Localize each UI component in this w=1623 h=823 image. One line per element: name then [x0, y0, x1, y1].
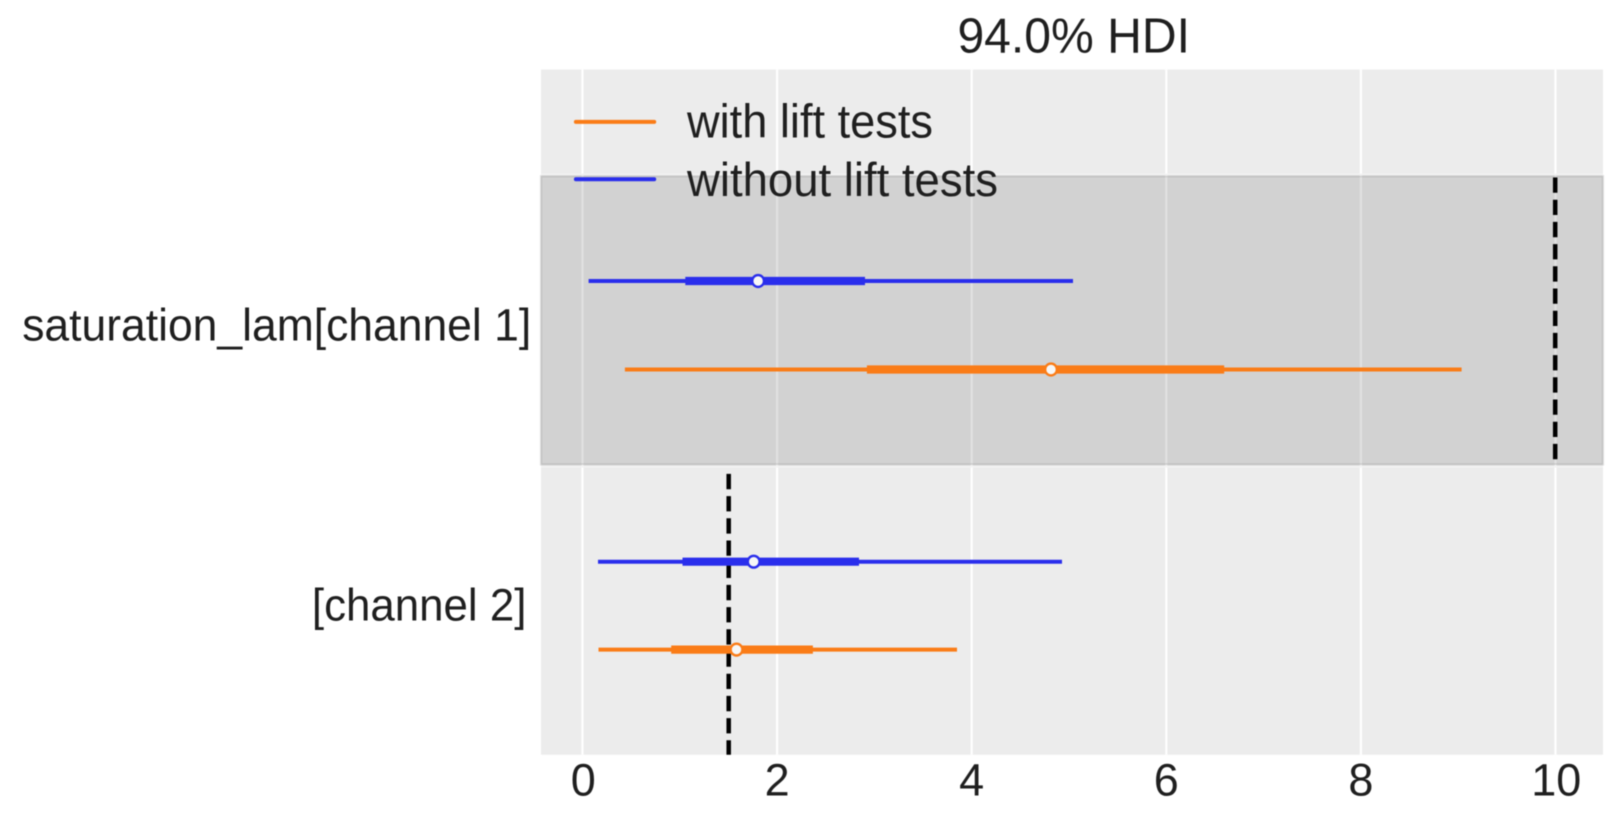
svg-text:10: 10 — [1531, 755, 1581, 806]
svg-text:6: 6 — [1154, 755, 1179, 806]
svg-text:[channel 2]: [channel 2] — [312, 580, 527, 631]
svg-text:4: 4 — [959, 755, 984, 806]
svg-text:without lift tests: without lift tests — [686, 153, 998, 206]
svg-text:saturation_lam[channel 1]: saturation_lam[channel 1] — [22, 300, 531, 351]
svg-text:with lift tests: with lift tests — [686, 95, 933, 148]
svg-text:0: 0 — [571, 755, 596, 806]
svg-text:2: 2 — [765, 755, 790, 806]
svg-text:8: 8 — [1348, 755, 1373, 806]
svg-text:94.0% HDI: 94.0% HDI — [957, 9, 1190, 63]
